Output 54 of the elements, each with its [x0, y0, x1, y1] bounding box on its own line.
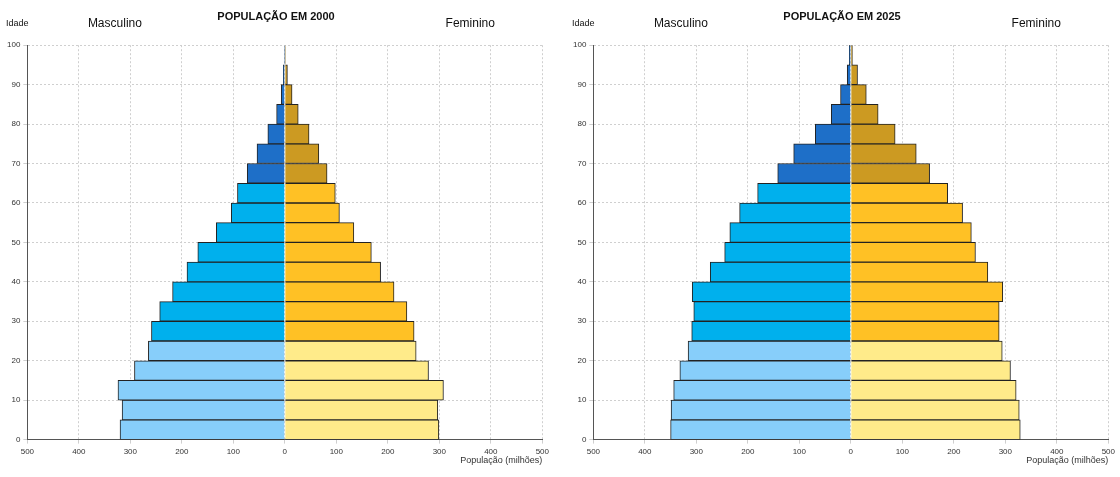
- x-tick-label: 200: [741, 446, 756, 456]
- y-tick-label: 80: [11, 119, 21, 129]
- y-tick-label: 60: [11, 198, 21, 208]
- x-tick-label: 200: [175, 446, 190, 456]
- text: Masculino: [653, 16, 709, 31]
- y-tick-label: 20: [577, 355, 587, 365]
- text: Feminino: [445, 16, 496, 31]
- y-tick-label: 70: [11, 158, 21, 168]
- x-tick-label: 100: [792, 446, 807, 456]
- y-axis-title: Idade: [6, 18, 29, 29]
- x-tick-label: 400: [484, 446, 499, 456]
- x-tick-label: 0: [848, 446, 854, 456]
- x-tick-label: 100: [226, 446, 241, 456]
- y-tick-label: 100: [572, 40, 587, 50]
- text: Masculino: [87, 16, 143, 31]
- x-tick-label: 100: [329, 446, 344, 456]
- y-tick-label: 50: [577, 237, 587, 247]
- x-axis-title: População (milhões): [1026, 455, 1109, 466]
- y-tick-label: 30: [577, 316, 587, 326]
- y-tick-label: 30: [11, 316, 21, 326]
- x-tick-label: 500: [1101, 446, 1116, 456]
- y-tick-label: 50: [11, 237, 21, 247]
- x-tick-label: 0: [282, 446, 288, 456]
- x-axis-title: População (milhões): [460, 455, 543, 466]
- x-tick-label: 200: [381, 446, 396, 456]
- y-tick-label: 0: [581, 434, 587, 444]
- text: Feminino: [1011, 16, 1062, 31]
- y-tick-label: 90: [11, 79, 21, 89]
- x-tick-label: 300: [689, 446, 704, 456]
- x-tick-label: 500: [535, 446, 550, 456]
- x-tick-label: 100: [895, 446, 910, 456]
- y-tick-label: 20: [11, 355, 21, 365]
- y-tick-label: 10: [11, 395, 21, 405]
- x-tick-label: 400: [638, 446, 653, 456]
- y-tick-label: 10: [577, 395, 587, 405]
- x-tick-label: 500: [20, 446, 35, 456]
- x-tick-label: 400: [72, 446, 87, 456]
- y-tick-label: 70: [577, 158, 587, 168]
- y-axis-title: Idade: [572, 18, 595, 29]
- x-tick-label: 300: [123, 446, 138, 456]
- x-tick-label: 300: [432, 446, 447, 456]
- y-tick-label: 40: [11, 277, 21, 287]
- chart-title: POPULAÇÃO EM 2025: [783, 9, 901, 22]
- y-tick-label: 100: [6, 40, 21, 50]
- y-tick-label: 40: [577, 277, 587, 287]
- x-tick-label: 400: [1050, 446, 1065, 456]
- chart-title: POPULAÇÃO EM 2000: [217, 9, 335, 22]
- y-tick-label: 0: [15, 434, 21, 444]
- x-tick-label: 500: [586, 446, 601, 456]
- x-tick-label: 300: [998, 446, 1013, 456]
- y-tick-label: 80: [577, 119, 587, 129]
- y-tick-label: 90: [577, 79, 587, 89]
- x-tick-label: 200: [947, 446, 962, 456]
- y-tick-label: 60: [577, 198, 587, 208]
